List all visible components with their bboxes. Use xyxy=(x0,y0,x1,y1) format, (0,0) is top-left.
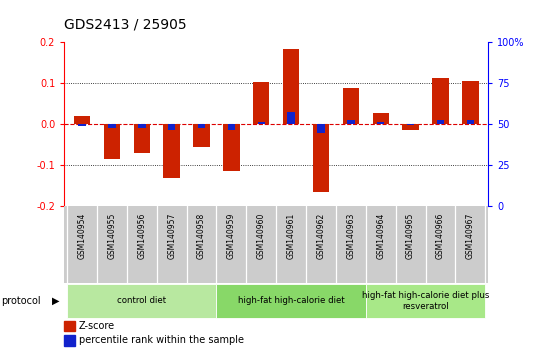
Text: Z-score: Z-score xyxy=(79,321,115,331)
Bar xyxy=(287,112,295,124)
Bar xyxy=(217,284,366,318)
Bar xyxy=(366,284,485,318)
Bar xyxy=(133,124,150,153)
Text: GDS2413 / 25905: GDS2413 / 25905 xyxy=(64,18,187,32)
Bar xyxy=(343,88,359,124)
Bar xyxy=(253,82,270,124)
Text: GSM140958: GSM140958 xyxy=(197,212,206,259)
Text: GSM140965: GSM140965 xyxy=(406,212,415,259)
Text: GSM140963: GSM140963 xyxy=(347,212,355,259)
Bar xyxy=(347,120,354,124)
Text: GSM140959: GSM140959 xyxy=(227,212,236,259)
Bar xyxy=(377,122,384,124)
Bar xyxy=(373,113,389,124)
Bar xyxy=(318,124,325,132)
Bar xyxy=(223,124,239,171)
Bar xyxy=(198,124,205,129)
Text: control diet: control diet xyxy=(117,296,166,306)
Text: GSM140954: GSM140954 xyxy=(78,212,86,259)
Text: protocol: protocol xyxy=(1,296,41,306)
Text: GSM140964: GSM140964 xyxy=(376,212,385,259)
Bar xyxy=(64,335,75,346)
Text: percentile rank within the sample: percentile rank within the sample xyxy=(79,335,244,345)
Bar xyxy=(168,124,175,131)
Bar xyxy=(108,124,116,129)
Bar xyxy=(64,321,75,331)
Bar xyxy=(283,50,299,124)
Bar xyxy=(437,120,444,124)
Text: GSM140956: GSM140956 xyxy=(137,212,146,259)
Bar xyxy=(104,124,120,159)
Bar xyxy=(313,124,329,192)
Text: GSM140962: GSM140962 xyxy=(316,212,325,259)
Bar xyxy=(193,124,210,147)
Bar xyxy=(407,124,414,125)
Bar xyxy=(138,124,146,129)
Text: GSM140960: GSM140960 xyxy=(257,212,266,259)
Text: GSM140966: GSM140966 xyxy=(436,212,445,259)
Bar xyxy=(462,81,479,124)
Bar xyxy=(78,124,86,126)
Bar xyxy=(466,120,474,124)
Text: high-fat high-calorie diet plus
resveratrol: high-fat high-calorie diet plus resverat… xyxy=(362,291,489,310)
Text: ▶: ▶ xyxy=(52,296,60,306)
Bar xyxy=(228,124,235,131)
Text: GSM140955: GSM140955 xyxy=(108,212,117,259)
Bar xyxy=(402,124,419,131)
Bar xyxy=(432,78,449,124)
Text: high-fat high-calorie diet: high-fat high-calorie diet xyxy=(238,296,344,306)
Text: GSM140967: GSM140967 xyxy=(466,212,475,259)
Text: GSM140957: GSM140957 xyxy=(167,212,176,259)
Bar xyxy=(67,284,217,318)
Bar xyxy=(74,116,90,124)
Bar xyxy=(258,122,265,124)
Text: GSM140961: GSM140961 xyxy=(287,212,296,259)
Bar xyxy=(163,124,180,178)
